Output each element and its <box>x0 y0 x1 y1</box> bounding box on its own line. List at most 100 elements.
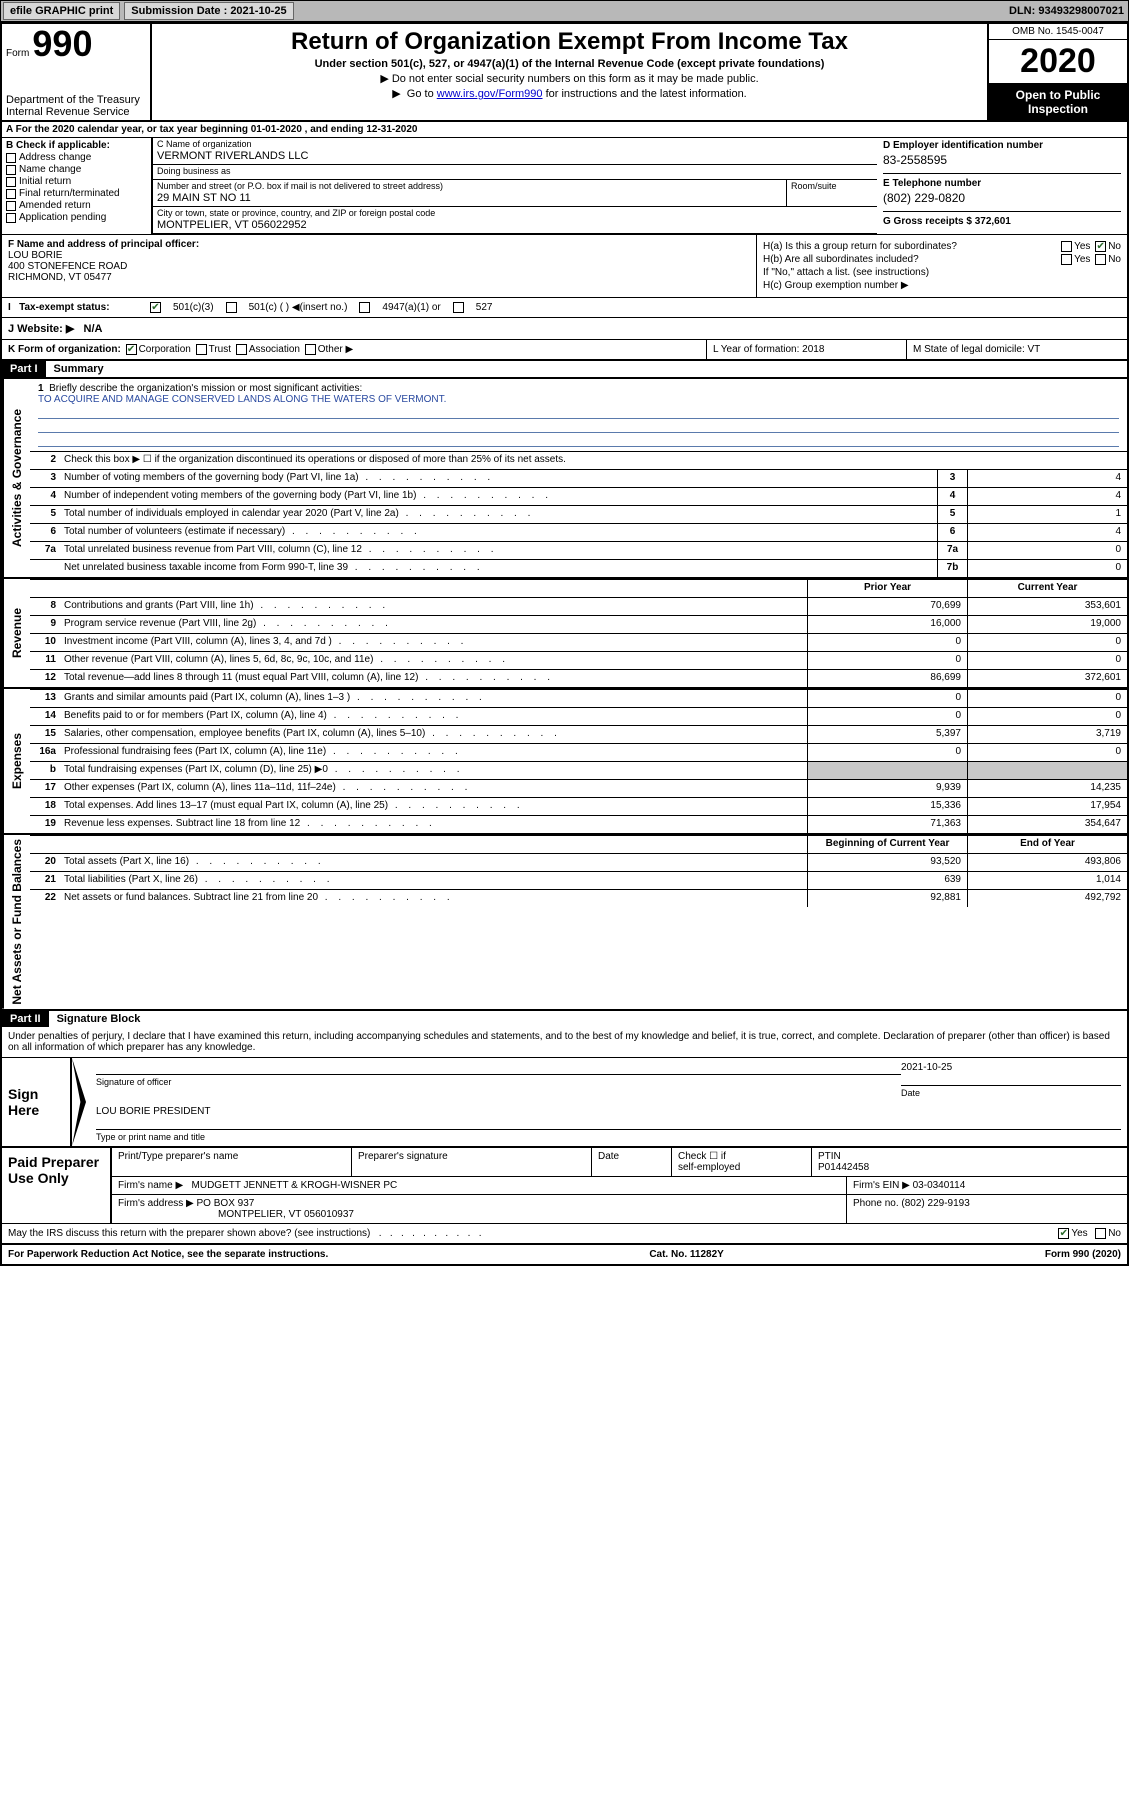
table-row: 19 Revenue less expenses. Subtract line … <box>30 815 1127 833</box>
discuss-no[interactable] <box>1095 1228 1106 1239</box>
city-value: MONTPELIER, VT 056022952 <box>153 219 877 233</box>
chk-501c3[interactable] <box>150 302 161 313</box>
firm-name-cell: Firm's name ▶ MUDGETT JENNETT & KROGH-WI… <box>112 1177 847 1194</box>
m-state-domicile: M State of legal domicile: VT <box>907 340 1127 359</box>
date-label: Date <box>901 1088 1121 1098</box>
gov-row: Net unrelated business taxable income fr… <box>30 559 1127 577</box>
chk-application-pending[interactable]: Application pending <box>6 212 147 223</box>
section-expenses: Expenses 13 Grants and similar amounts p… <box>2 687 1127 833</box>
hb-no[interactable] <box>1095 254 1106 265</box>
chk-initial-return[interactable]: Initial return <box>6 176 147 187</box>
hb-note: If "No," attach a list. (see instruction… <box>763 267 1121 278</box>
city-label: City or town, state or province, country… <box>153 207 877 219</box>
part1-badge: Part I <box>2 361 46 377</box>
gov-row: 6 Total number of volunteers (estimate i… <box>30 523 1127 541</box>
tax-exempt-row: I Tax-exempt status: 501(c)(3) 501(c) ( … <box>2 297 1127 317</box>
vlabel-revenue: Revenue <box>2 579 30 687</box>
firm-ein-cell: Firm's EIN ▶ 03-0340114 <box>847 1177 1127 1194</box>
chk-name-change[interactable]: Name change <box>6 164 147 175</box>
chk-other[interactable] <box>305 344 316 355</box>
line-2: 2 Check this box ▶ ☐ if the organization… <box>30 451 1127 469</box>
irs-link[interactable]: www.irs.gov/Form990 <box>437 88 543 100</box>
part1-header: Part I Summary <box>2 359 1127 377</box>
efile-print-button[interactable]: efile GRAPHIC print <box>3 2 120 20</box>
form-title: Return of Organization Exempt From Incom… <box>156 28 983 56</box>
chk-501c[interactable] <box>226 302 237 313</box>
hc-line: H(c) Group exemption number ▶ <box>763 280 1121 291</box>
telephone-label: E Telephone number <box>883 178 1121 189</box>
vlabel-net-assets: Net Assets or Fund Balances <box>2 835 30 1009</box>
telephone-value: (802) 229-0820 <box>883 191 1121 205</box>
sign-date: 2021-10-25 <box>901 1062 1121 1073</box>
form-note-link: Go to www.irs.gov/Form990 for instructio… <box>156 87 983 100</box>
col-d: D Employer identification number 83-2558… <box>877 138 1127 234</box>
section-governance: Activities & Governance 1 Briefly descri… <box>2 377 1127 577</box>
chk-final-return[interactable]: Final return/terminated <box>6 188 147 199</box>
table-row: 20 Total assets (Part X, line 16) 93,520… <box>30 853 1127 871</box>
declaration-text: Under penalties of perjury, I declare th… <box>2 1027 1127 1057</box>
omb-number: OMB No. 1545-0047 <box>989 24 1127 40</box>
tax-exempt-label: I Tax-exempt status: <box>8 302 138 313</box>
ha-no[interactable] <box>1095 241 1106 252</box>
paid-preparer-block: Paid Preparer Use Only Print/Type prepar… <box>2 1146 1127 1223</box>
form-number: 990 <box>32 23 92 64</box>
dept-irs: Internal Revenue Service <box>6 106 146 118</box>
part2-header: Part II Signature Block <box>2 1009 1127 1027</box>
ha-yes[interactable] <box>1061 241 1072 252</box>
mission-block: 1 Briefly describe the organization's mi… <box>30 379 1127 451</box>
form-subtitle: Under section 501(c), 527, or 4947(a)(1)… <box>156 58 983 70</box>
klm-row: K Form of organization: Corporation Trus… <box>2 339 1127 359</box>
preparer-name-hdr: Print/Type preparer's name <box>112 1148 352 1176</box>
table-row: 22 Net assets or fund balances. Subtract… <box>30 889 1127 907</box>
table-row: 9 Program service revenue (Part VIII, li… <box>30 615 1127 633</box>
table-row: 12 Total revenue—add lines 8 through 11 … <box>30 669 1127 687</box>
discuss-row: May the IRS discuss this return with the… <box>2 1223 1127 1243</box>
discuss-yes[interactable] <box>1058 1228 1069 1239</box>
k-form-of-org: K Form of organization: Corporation Trus… <box>2 340 707 359</box>
ein-label: D Employer identification number <box>883 140 1121 151</box>
dln-label: DLN: 93493298007021 <box>1009 5 1128 17</box>
chk-corporation[interactable] <box>126 344 137 355</box>
table-row: 10 Investment income (Part VIII, column … <box>30 633 1127 651</box>
officer-addr2: RICHMOND, VT 05477 <box>8 272 750 283</box>
signature-officer-label: Signature of officer <box>96 1077 901 1087</box>
dba-label: Doing business as <box>153 165 877 177</box>
part1-title: Summary <box>46 361 112 377</box>
officer-name: LOU BORIE <box>8 250 750 261</box>
col-b-header: B Check if applicable: <box>6 140 147 151</box>
l-year-formation: L Year of formation: 2018 <box>707 340 907 359</box>
website-value: N/A <box>84 323 103 335</box>
ha-line: H(a) Is this a group return for subordin… <box>763 241 1121 252</box>
vlabel-governance: Activities & Governance <box>2 379 30 577</box>
self-employed-chk[interactable]: Check ☐ ifself-employed <box>672 1148 812 1176</box>
chk-association[interactable] <box>236 344 247 355</box>
table-row: 14 Benefits paid to or for members (Part… <box>30 707 1127 725</box>
dept-treasury: Department of the Treasury <box>6 94 146 106</box>
chk-4947[interactable] <box>359 302 370 313</box>
submission-date-button[interactable]: Submission Date : 2021-10-25 <box>124 2 293 20</box>
table-row: b Total fundraising expenses (Part IX, c… <box>30 761 1127 779</box>
footer: For Paperwork Reduction Act Notice, see … <box>2 1243 1127 1264</box>
footer-left: For Paperwork Reduction Act Notice, see … <box>8 1249 328 1260</box>
officer-label: F Name and address of principal officer: <box>8 239 750 250</box>
ptin-cell: PTINP01442458 <box>812 1148 1127 1176</box>
chk-527[interactable] <box>453 302 464 313</box>
section-revenue: Revenue Prior Year Current Year 8 Contri… <box>2 577 1127 687</box>
open-to-public: Open to Public Inspection <box>989 84 1127 120</box>
section-net-assets: Net Assets or Fund Balances Beginning of… <box>2 833 1127 1009</box>
entity-block: B Check if applicable: Address change Na… <box>2 138 1127 234</box>
chk-trust[interactable] <box>196 344 207 355</box>
chk-amended-return[interactable]: Amended return <box>6 200 147 211</box>
fh-row: F Name and address of principal officer:… <box>2 234 1127 297</box>
gross-receipts: G Gross receipts $ 372,601 <box>883 216 1121 227</box>
tax-year: 2020 <box>989 40 1127 84</box>
row-a-tax-year: A For the 2020 calendar year, or tax yea… <box>2 122 1127 138</box>
type-print-label: Type or print name and title <box>96 1132 1121 1142</box>
addr-value: 29 MAIN ST NO 11 <box>153 192 786 206</box>
footer-right: Form 990 (2020) <box>1045 1249 1121 1260</box>
sign-here-label: Sign Here <box>2 1058 72 1146</box>
preparer-date-hdr: Date <box>592 1148 672 1176</box>
chk-address-change[interactable]: Address change <box>6 152 147 163</box>
hb-yes[interactable] <box>1061 254 1072 265</box>
form-header: Form 990 Department of the Treasury Inte… <box>2 24 1127 122</box>
